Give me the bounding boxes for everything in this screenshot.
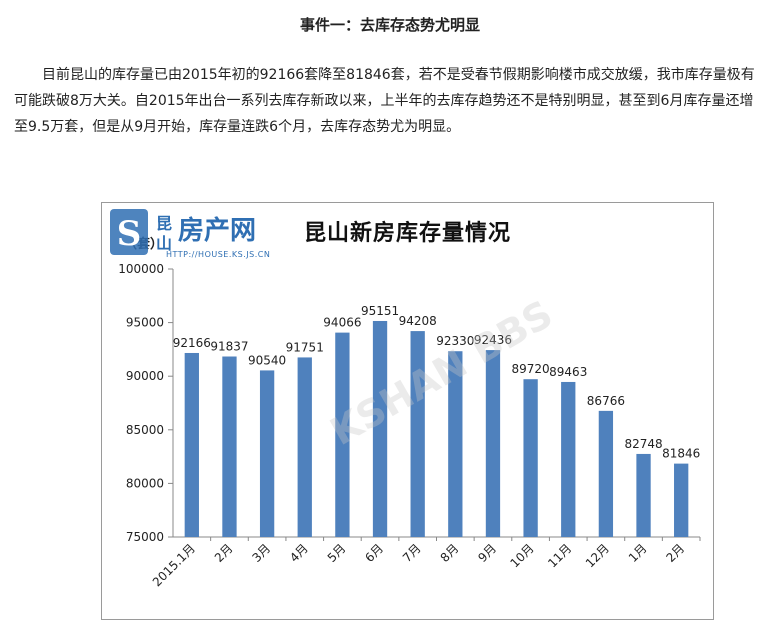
data-label: 89720 xyxy=(512,362,550,376)
watermark-url: HTTP://HOUSE.KS.JS.CN xyxy=(166,250,270,259)
bar xyxy=(598,410,614,537)
svg-text:S: S xyxy=(117,214,142,254)
chart-title: 昆山新房库存量情况 xyxy=(303,221,511,246)
x-tick-label: 4月 xyxy=(287,541,311,565)
x-tick-label: 9月 xyxy=(475,541,499,565)
data-label: 90540 xyxy=(248,353,286,367)
bar xyxy=(335,332,350,537)
chart-plot: 75000 80000 85000 90000 95000 100000 92166 2015… xyxy=(118,262,701,589)
article-heading: 事件一：去库存态势尤明显 xyxy=(299,16,480,34)
data-label: 95151 xyxy=(361,304,399,318)
article-paragraph: 目前昆山的库存量已由2015年初的92166套降至81846套，若不是受春节假期… xyxy=(14,67,755,135)
data-label: 91837 xyxy=(210,340,248,354)
watermark-text-site: 房产网 xyxy=(178,216,256,246)
y-tick-label: 100000 xyxy=(118,262,164,276)
bar xyxy=(485,350,501,537)
x-tick-label: 5月 xyxy=(325,541,349,565)
bar xyxy=(372,320,388,537)
data-label: 94208 xyxy=(399,314,437,328)
site-watermark-logo: S 昆 山 房产网 HTTP://HOUSE.KS.JS.CN xyxy=(110,209,270,259)
x-tick-label: 10月 xyxy=(508,541,537,570)
y-tick-label: 85000 xyxy=(126,423,164,437)
x-tick-label: 12月 xyxy=(583,541,612,570)
bar xyxy=(561,381,576,537)
watermark-text-ks: 昆 xyxy=(156,214,172,233)
x-tick-label: 8月 xyxy=(438,541,462,565)
x-tick-label: 3月 xyxy=(249,541,273,565)
y-tick-label: 80000 xyxy=(126,476,164,490)
x-tick-label: 2月 xyxy=(664,541,688,565)
data-label: 91751 xyxy=(286,340,324,354)
inventory-chart: 昆山新房库存量情况 （套） 75000800008500090000950001… xyxy=(101,202,714,620)
data-label: 89463 xyxy=(549,365,587,379)
x-tick-label: 11月 xyxy=(545,541,574,570)
data-label: 94066 xyxy=(323,316,361,330)
x-tick-label: 2月 xyxy=(212,541,236,565)
x-tick-label: 1月 xyxy=(626,541,650,565)
bar xyxy=(259,370,275,537)
bar xyxy=(448,351,463,537)
data-label: 86766 xyxy=(587,394,625,408)
y-tick-label: 95000 xyxy=(126,316,164,330)
data-label: 92166 xyxy=(173,336,211,350)
data-label: 92330 xyxy=(436,334,474,348)
x-tick-label: 6月 xyxy=(362,541,386,565)
bar xyxy=(222,356,237,537)
x-tick-label: 7月 xyxy=(400,541,424,565)
bar xyxy=(297,357,312,537)
data-label: 81846 xyxy=(662,447,700,461)
data-label: 82748 xyxy=(624,437,662,451)
bar xyxy=(410,331,425,537)
data-label: 92436 xyxy=(474,333,512,347)
bar xyxy=(636,453,651,537)
watermark-text-shan: 山 xyxy=(156,234,172,253)
y-tick-label: 75000 xyxy=(126,530,164,544)
x-tick-label: 2015.1月 xyxy=(150,541,198,589)
bar xyxy=(674,463,689,537)
bar xyxy=(523,379,538,537)
bar xyxy=(184,352,199,537)
y-tick-label: 90000 xyxy=(126,369,164,383)
